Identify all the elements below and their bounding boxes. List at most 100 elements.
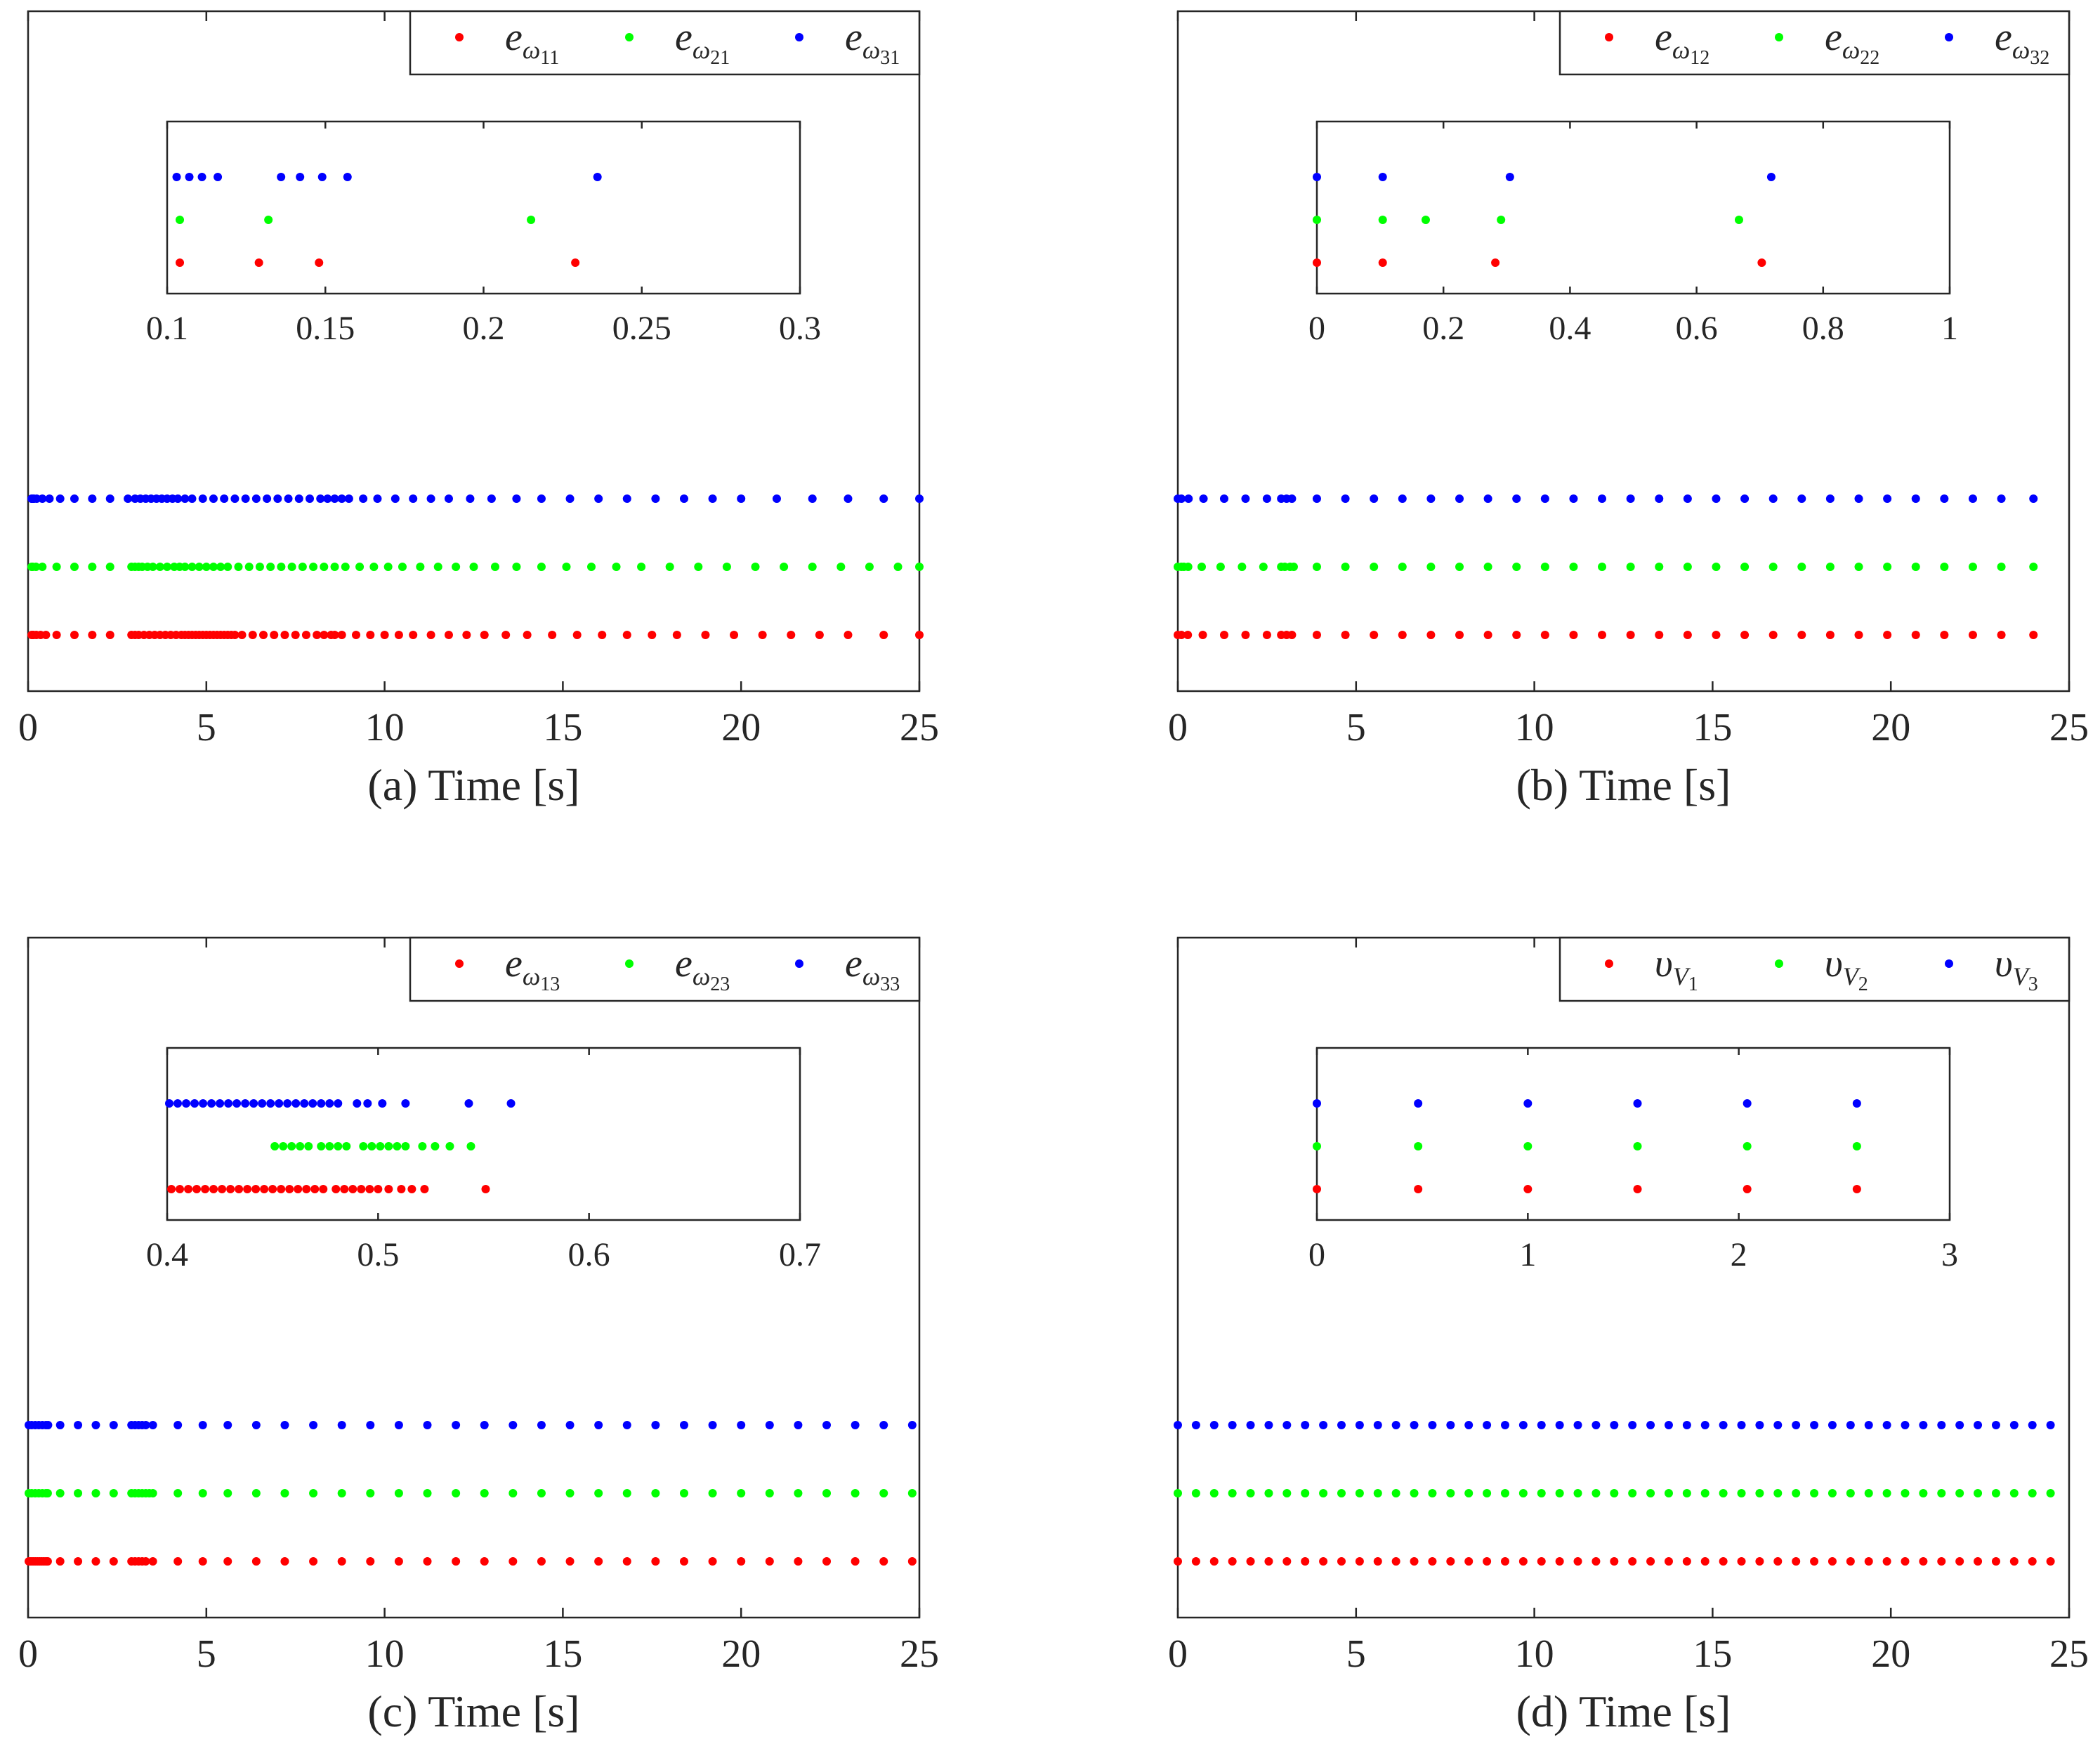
data-point — [198, 494, 207, 503]
data-point — [1773, 1421, 1783, 1429]
data-point — [452, 1557, 461, 1566]
data-point — [1919, 1557, 1928, 1566]
legend: υV1 υV2 υV3 — [1558, 936, 2071, 1002]
data-point — [444, 494, 453, 503]
data-point — [1537, 1557, 1546, 1566]
inset-data-point — [401, 1142, 410, 1150]
data-point — [1540, 494, 1549, 503]
data-point — [1197, 563, 1207, 571]
data-point — [91, 1489, 100, 1497]
data-point — [844, 494, 853, 503]
inset-frame — [166, 120, 801, 295]
data-point — [141, 1557, 150, 1566]
inset-data-point — [571, 258, 580, 267]
legend-marker — [625, 33, 634, 41]
data-point — [1177, 494, 1186, 503]
series-e_ω21 — [27, 563, 924, 571]
inset-data-point — [334, 1142, 343, 1150]
data-point — [1901, 1489, 1910, 1497]
data-point — [1410, 1489, 1419, 1497]
data-point — [280, 1489, 289, 1497]
data-point — [330, 631, 339, 639]
data-point — [1483, 631, 1492, 639]
data-point — [309, 1421, 318, 1429]
data-point — [679, 1421, 688, 1429]
data-point — [198, 1557, 207, 1566]
data-point — [105, 494, 114, 503]
data-point — [337, 1421, 346, 1429]
data-point — [1355, 1421, 1364, 1429]
data-point — [41, 631, 51, 639]
data-point — [737, 1489, 746, 1497]
inset-data-point — [224, 1099, 233, 1108]
x-tick-label: 25 — [900, 706, 939, 749]
data-point — [313, 631, 322, 639]
data-point — [1262, 631, 1271, 639]
data-point — [879, 1421, 888, 1429]
inset-x-tick-label: 0.6 — [1676, 310, 1718, 347]
inset-data-point — [1633, 1185, 1642, 1193]
series-e_ω22 — [1174, 563, 2038, 571]
data-point — [124, 494, 133, 503]
data-point — [1968, 494, 1977, 503]
inset-data-point — [1743, 1099, 1752, 1108]
data-point — [1512, 563, 1521, 571]
data-point — [2009, 1489, 2019, 1497]
data-point — [1655, 563, 1664, 571]
data-point — [1500, 1421, 1509, 1429]
data-point — [366, 1557, 375, 1566]
data-point — [1712, 563, 1721, 571]
data-point — [1827, 1489, 1837, 1497]
x-tick-label: 10 — [1515, 1632, 1554, 1676]
data-point — [1598, 494, 1607, 503]
data-point — [751, 563, 760, 571]
inset-x-tick-label: 0.2 — [1422, 310, 1464, 347]
series-e_ω13 — [25, 1557, 917, 1566]
inset-x-tick-label: 0.2 — [463, 310, 505, 347]
x-tick-label: 10 — [365, 1632, 405, 1676]
data-point — [1228, 1421, 1237, 1429]
data-point — [1446, 1557, 1455, 1566]
data-point — [1592, 1421, 1601, 1429]
data-point — [1825, 631, 1835, 639]
data-point — [1483, 1489, 1492, 1497]
data-point — [337, 631, 346, 639]
data-point — [1573, 1557, 1582, 1566]
inset-data-point — [466, 1142, 475, 1150]
data-point — [52, 563, 61, 571]
data-point — [2046, 1421, 2055, 1429]
inset-data-point — [1852, 1099, 1861, 1108]
data-point — [480, 1489, 489, 1497]
data-point — [562, 563, 571, 571]
legend-marker — [1775, 33, 1783, 41]
data-point — [565, 1421, 575, 1429]
data-point — [223, 1557, 232, 1566]
data-point — [1287, 494, 1297, 503]
inset-x-tick-label: 0 — [1308, 1236, 1325, 1273]
data-point — [1540, 563, 1549, 571]
subplot-b: 0 5 10 15 20 25 (b) Time [s] 0 0.2 0.4 0.6 0.8 1 eω12… — [1168, 10, 2089, 810]
data-point — [198, 1421, 207, 1429]
data-point — [366, 631, 375, 639]
data-point — [309, 1557, 318, 1566]
data-point — [1655, 631, 1664, 639]
data-point — [91, 1557, 100, 1566]
data-point — [1398, 494, 1407, 503]
data-point — [2028, 1421, 2037, 1429]
x-tick-label: 20 — [721, 1632, 761, 1676]
data-point — [737, 1421, 746, 1429]
data-point — [565, 494, 575, 503]
data-point — [2028, 1489, 2037, 1497]
data-point — [162, 563, 171, 571]
data-point — [1792, 1557, 1801, 1566]
data-point — [323, 494, 332, 503]
data-point — [822, 1557, 832, 1566]
data-point — [280, 1557, 289, 1566]
data-point — [765, 1489, 774, 1497]
inset-data-point — [384, 1185, 393, 1193]
data-point — [794, 1421, 803, 1429]
inset-axes: 0 0.2 0.4 0.6 0.8 1 — [1308, 120, 1958, 347]
data-point — [1483, 1421, 1492, 1429]
data-point — [1455, 631, 1464, 639]
